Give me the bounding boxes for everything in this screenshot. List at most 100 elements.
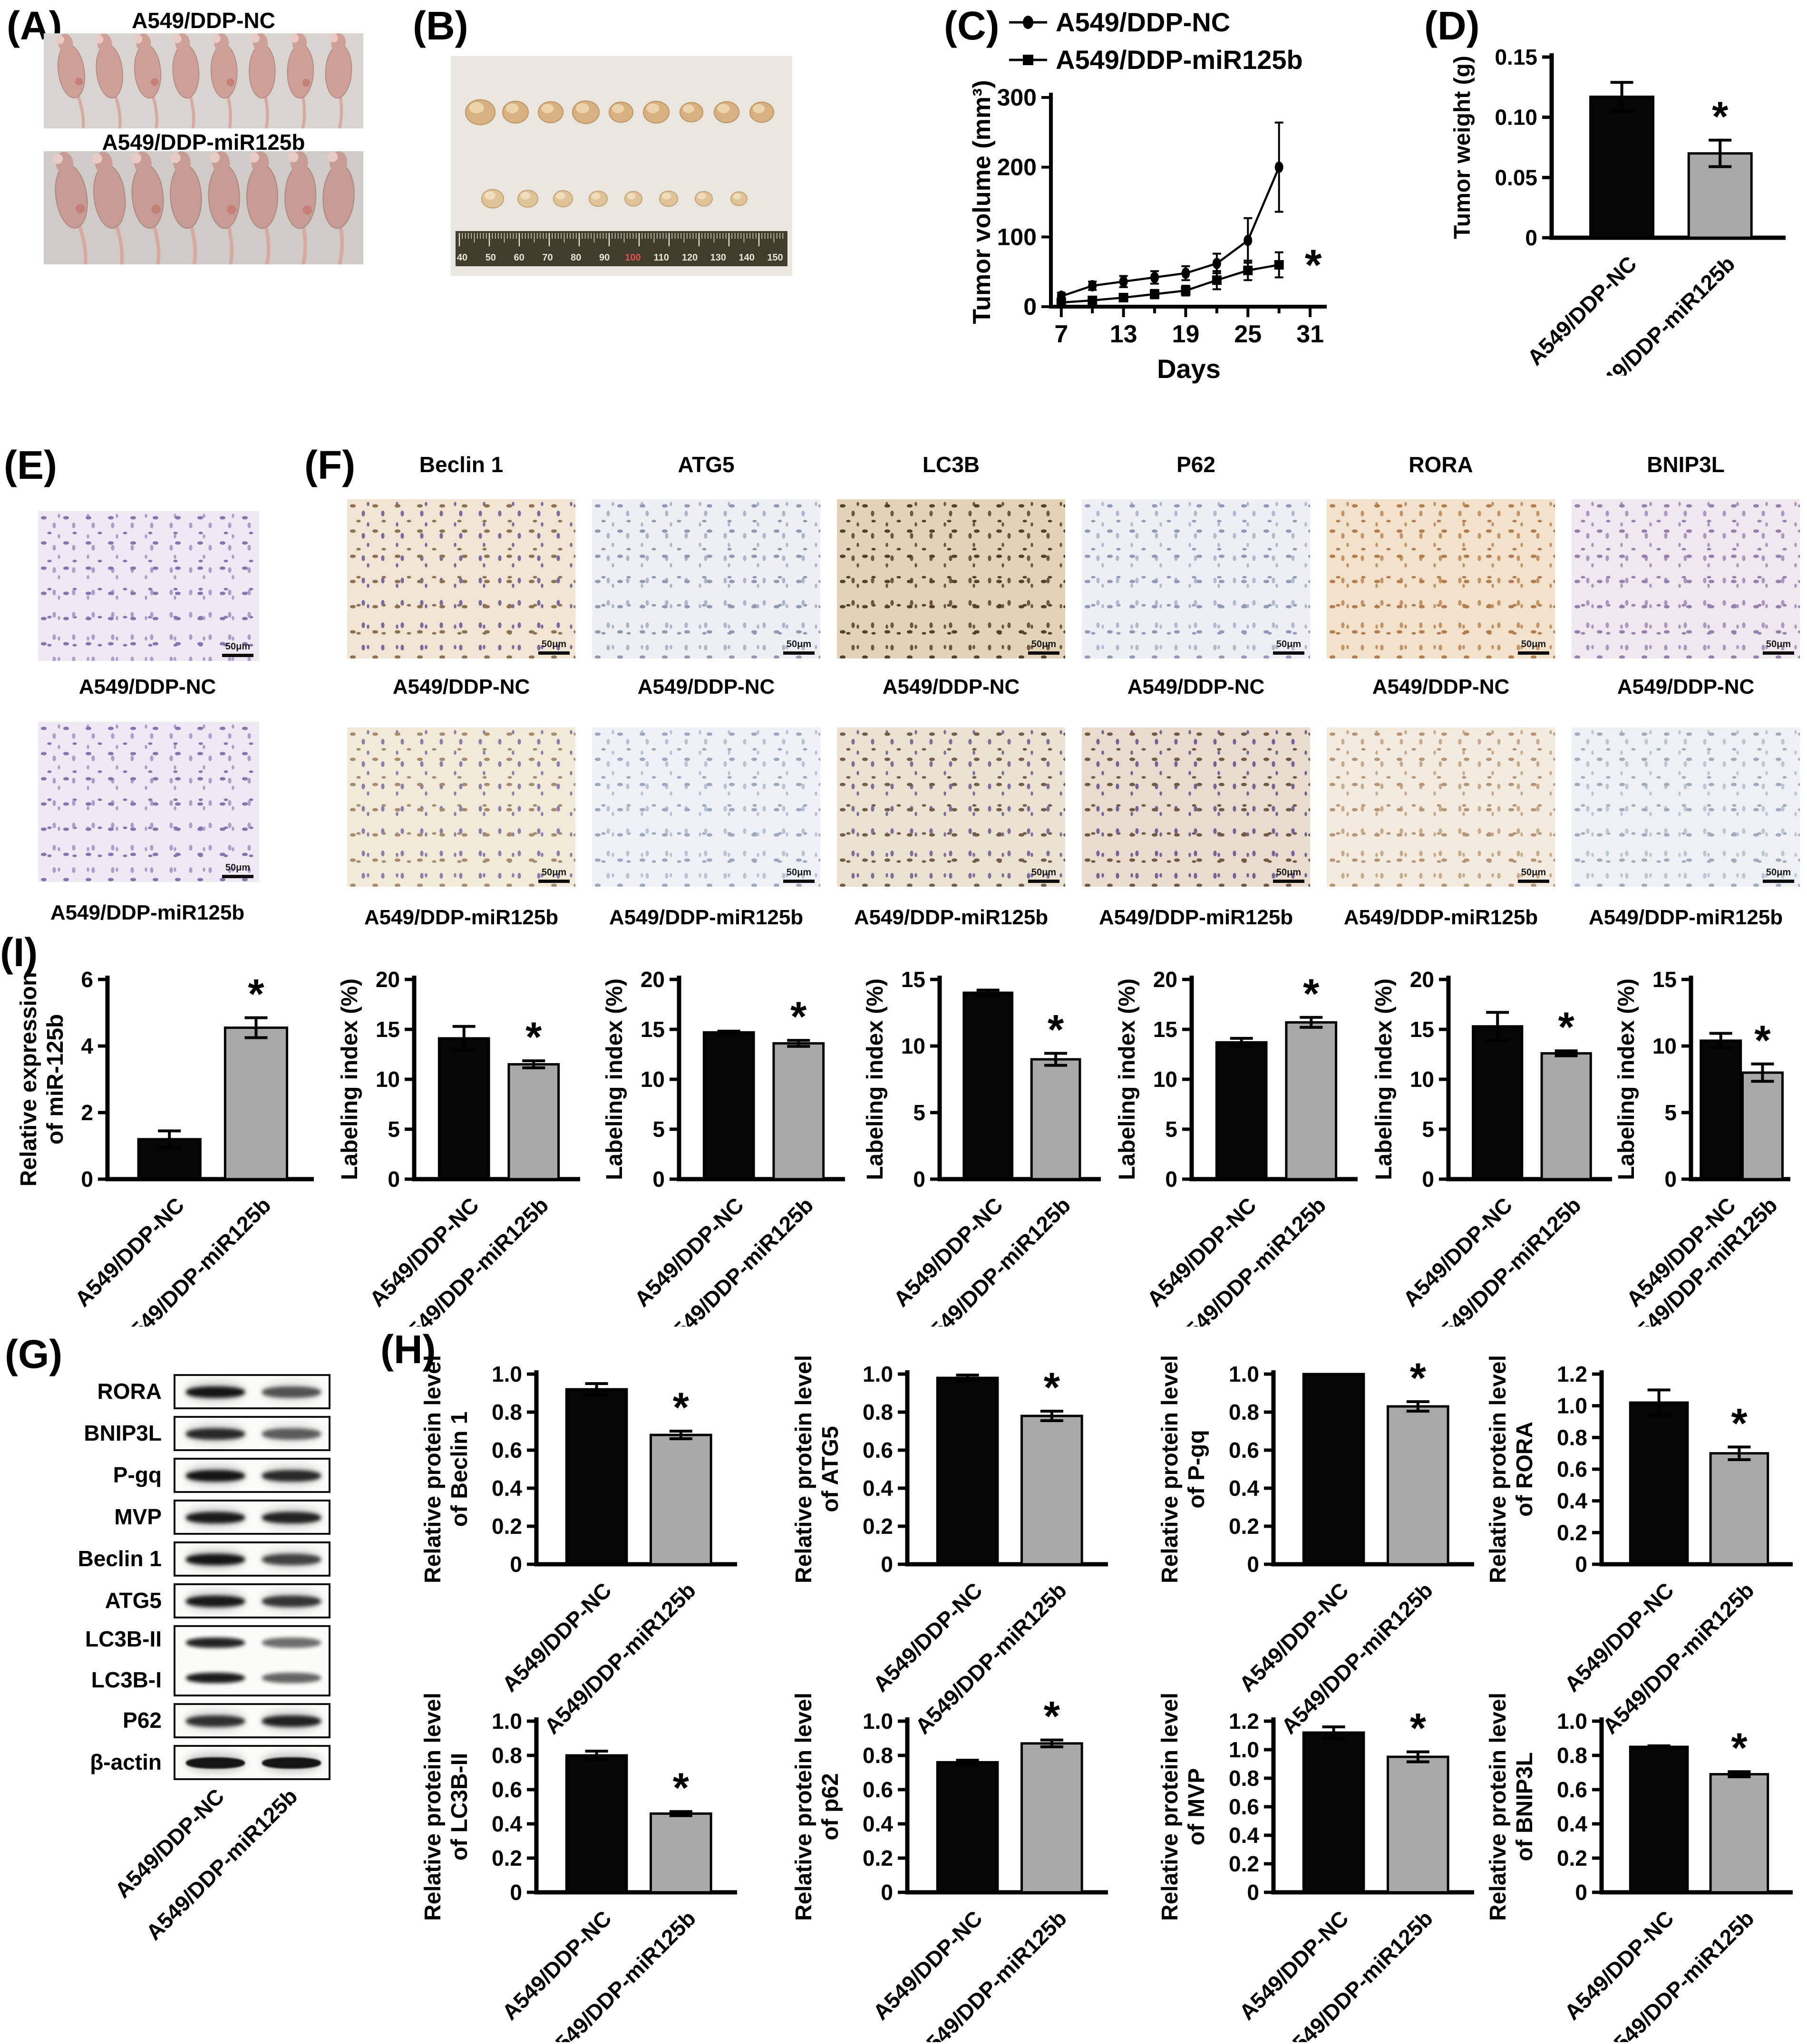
svg-text:*: * [525,1013,542,1060]
svg-text:Days: Days [1157,354,1221,384]
svg-text:0.8: 0.8 [1229,1400,1259,1424]
panel-f-label: (F) [304,443,356,487]
blot-box [174,1541,330,1577]
svg-text:0: 0 [881,1880,893,1905]
svg-text:4: 4 [81,1034,93,1058]
scale-bar: 50μm [783,867,815,883]
svg-text:10: 10 [1410,1067,1434,1092]
legend-label-mir: A549/DDP-miR125b [1056,45,1303,75]
svg-text:20: 20 [641,967,665,992]
ihc-image-p62-nc: 50μm [1082,499,1310,659]
svg-text:150: 150 [767,252,783,263]
blot-band [262,1715,321,1727]
blot-box [174,1500,330,1535]
blot-protein-label: ATG5 [105,1588,162,1613]
svg-text:of BNIP3L: of BNIP3L [1512,1752,1537,1861]
scale-bar-line [1763,880,1794,883]
svg-text:20: 20 [1153,967,1177,992]
blot-box [174,1374,330,1409]
blot-band [262,1512,321,1523]
ihc-caption: A549/DDP-NC [1617,675,1755,698]
svg-text:*: * [1410,1705,1427,1752]
svg-text:60: 60 [514,252,525,263]
panel-a-title-nc: A549/DDP-NC [132,8,275,33]
svg-text:10: 10 [901,1034,925,1058]
panel-e-label: (E) [4,443,57,487]
legend-marker-square-icon [1009,54,1047,65]
scale-bar-label: 50μm [786,867,812,878]
svg-text:0.6: 0.6 [1229,1794,1259,1819]
chart-protein-mvp: 0 0.2 0.4 0.6 0.8 1.0 1.2 Relative protein leve… [1156,1693,1488,2042]
svg-text:0: 0 [1247,1880,1259,1905]
svg-text:of miR-125b: of miR-125b [43,1014,68,1145]
svg-text:Relative protein level: Relative protein level [1486,1355,1511,1583]
scale-bar: 50μm [1518,639,1549,655]
chart-protein-pgq: 0 0.2 0.4 0.6 0.8 1.0 Relative protein level of… [1156,1346,1488,1745]
bar-chart-svg: 0 0.2 0.4 0.6 0.8 1.0 Relative protein level of… [791,1355,1108,1739]
svg-text:of RORA: of RORA [1512,1422,1537,1517]
svg-text:0.2: 0.2 [863,1514,893,1539]
scale-bar-label: 50μm [1276,867,1302,878]
chart-legend: A549/DDP-NC A549/DDP-miR125b [1008,7,1303,75]
svg-text:A549/DDP-miR125b: A549/DDP-miR125b [1579,251,1740,376]
scale-bar-line [1273,880,1304,883]
svg-text:1.0: 1.0 [1557,1709,1587,1734]
svg-text:5: 5 [1422,1117,1434,1142]
blot-protein-label: β-actin [90,1750,162,1774]
svg-text:15: 15 [1410,1017,1434,1042]
scale-bar-line [1273,651,1304,655]
scale-bar-line [1763,651,1794,655]
blot-protein-label: RORA [97,1379,162,1404]
svg-text:0: 0 [1575,1880,1587,1905]
scale-bar: 50μm [1518,867,1549,883]
marker-header-rora: RORA [1409,452,1473,477]
scale-bar-line [1028,651,1059,655]
svg-text:0.6: 0.6 [1229,1438,1259,1463]
blot-protein-label: P-gq [113,1463,162,1487]
svg-text:Labeling index (%): Labeling index (%) [1371,978,1397,1180]
svg-text:0.6: 0.6 [863,1438,893,1463]
ihc-caption: A549/DDP-NC [392,675,530,698]
scale-bar-label: 50μm [786,639,812,649]
svg-text:0.8: 0.8 [1557,1425,1587,1450]
svg-text:0.4: 0.4 [1229,1476,1259,1501]
ihc-image-bnip3l-nc: 50μm [1572,499,1800,659]
svg-text:10: 10 [1153,1067,1177,1092]
marker-header-beclin1: Beclin 1 [419,452,504,477]
blot-band [186,1554,245,1565]
svg-text:0: 0 [1664,1167,1677,1192]
svg-text:*: * [673,1764,690,1811]
marker-header-bnip3l: BNIP3L [1647,452,1725,477]
blot-band [186,1512,245,1523]
panel-c-label: (C) [944,3,1000,48]
scale-bar-line [783,880,815,883]
svg-text:*: * [1754,1017,1771,1064]
blot-band [186,1596,245,1607]
svg-text:120: 120 [682,252,698,263]
chart-labeling-p62: 0 5 10 15 20 Labeling index (%) A549/DDP-NC * A5… [1113,951,1372,1327]
scale-bar-line [222,875,253,878]
svg-text:5: 5 [913,1100,925,1125]
svg-text:1.0: 1.0 [1229,1362,1259,1386]
scale-bar: 50μm [222,641,253,657]
svg-text:Relative protein level: Relative protein level [791,1693,816,1921]
ihc-image-p62-mir: 50μm [1082,727,1310,887]
scale-bar-line [1518,880,1549,883]
scale-bar-label: 50μm [1276,639,1302,649]
svg-text:Relative protein level: Relative protein level [791,1355,816,1583]
scale-bar-label: 50μm [1766,639,1791,649]
svg-text:80: 80 [571,252,581,263]
svg-text:*: * [1303,970,1320,1017]
line-chart-svg: 0 100 200 300 7 13 19 25 31 Days Tumor volume (mm³… [968,80,1327,384]
svg-text:15: 15 [641,1017,665,1042]
svg-text:Labeling index (%): Labeling index (%) [1115,978,1140,1180]
ihc-caption: A549/DDP-miR125b [50,901,245,924]
scale-bar-line [538,880,570,883]
svg-text:10: 10 [376,1067,400,1092]
chart-labeling-lc3b: 0 5 10 15 Labeling index (%) A549/DDP-NC * A549… [861,951,1115,1327]
svg-text:100: 100 [625,252,641,263]
